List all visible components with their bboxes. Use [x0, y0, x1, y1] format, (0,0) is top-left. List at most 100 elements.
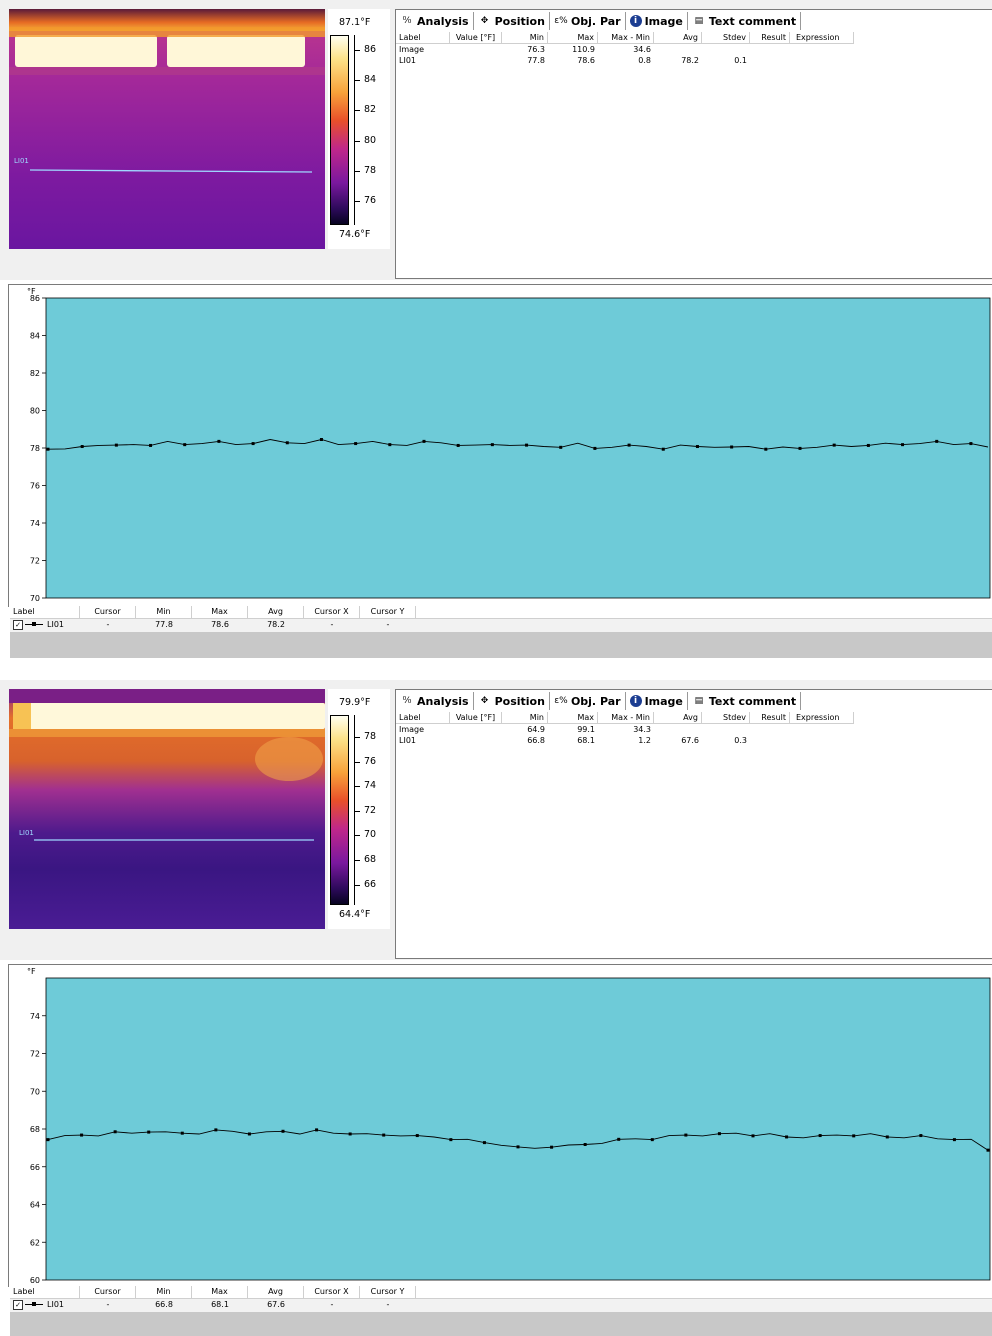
legend-col-avg[interactable]: Avg — [248, 606, 304, 618]
scale-tick-label: 78 — [364, 164, 377, 176]
legend-col-cursor-y[interactable]: Cursor Y — [360, 1286, 416, 1298]
series-point — [354, 442, 358, 446]
line-symbol-icon — [25, 622, 43, 626]
thermal-image[interactable] — [9, 9, 325, 249]
tab-obj-par[interactable]: ε% Obj. Par — [550, 692, 626, 710]
legend-row[interactable]: ✓ LI01 - 77.8 78.6 78.2 - - — [10, 619, 992, 631]
series-point — [919, 1134, 923, 1138]
legend-col-min[interactable]: Min — [136, 606, 192, 618]
scale-max-label: 79.9°F — [339, 697, 371, 708]
y-tick-label: 78 — [30, 444, 40, 453]
col-min[interactable]: Min — [502, 712, 548, 723]
series-point — [818, 1134, 822, 1138]
scale-tick — [355, 860, 360, 861]
tab-position[interactable]: ✥ Position — [474, 12, 550, 30]
tab-analysis[interactable]: ⁰⁄₀ Analysis — [396, 692, 474, 710]
tab-analysis[interactable]: ⁰⁄₀ Analysis — [396, 12, 474, 30]
col-max-min[interactable]: Max - Min — [598, 712, 654, 723]
series-line-LI01 — [47, 439, 989, 450]
col-result[interactable]: Result — [750, 32, 790, 43]
legend-col-min[interactable]: Min — [136, 1286, 192, 1298]
profile-chart[interactable]: °F 74 72 70 68 66 64 62 60 — [8, 964, 992, 1287]
legend-col-max[interactable]: Max — [192, 1286, 248, 1298]
cell-label: Image — [399, 45, 425, 54]
legend-series-name: LI01 — [47, 620, 64, 629]
table-row[interactable]: Image 64.9 99.1 34.3 — [396, 724, 750, 735]
legend-row[interactable]: ✓ LI01 - 66.8 68.1 67.6 - - — [10, 1299, 992, 1311]
table-row[interactable]: Image 76.3 110.9 34.6 — [396, 44, 750, 55]
legend-col-max[interactable]: Max — [192, 606, 248, 618]
cell-max: 78.6 — [577, 56, 595, 65]
object-parameters-icon: ε% — [554, 16, 568, 26]
visibility-checkbox[interactable]: ✓ — [13, 1299, 23, 1310]
legend-min: 77.8 — [155, 620, 173, 629]
profile-chart-svg: °F86 84 82 80 78 76 74 72 70 — [27, 287, 991, 603]
col-value[interactable]: Value [°F] — [450, 32, 502, 43]
tab-image[interactable]: i Image — [626, 692, 688, 710]
col-label[interactable]: Label — [396, 712, 450, 723]
tab-text-comment[interactable]: ▤ Text comment — [688, 12, 802, 30]
cell-min: 77.8 — [527, 56, 545, 65]
series-point — [449, 1138, 453, 1142]
cell-avg: 78.2 — [681, 56, 699, 65]
scale-tick — [355, 761, 360, 763]
tab-text-comment[interactable]: ▤ Text comment — [688, 692, 802, 710]
legend-col-cursor-y[interactable]: Cursor Y — [360, 606, 416, 618]
cell-stdev — [702, 44, 750, 55]
legend-col-label[interactable]: Label — [10, 1286, 80, 1298]
col-max-min[interactable]: Max - Min — [598, 32, 654, 43]
legend-col-cursor[interactable]: Cursor — [80, 606, 136, 618]
y-tick-label: 86 — [30, 294, 40, 303]
col-avg[interactable]: Avg — [654, 712, 702, 723]
col-min[interactable]: Min — [502, 32, 548, 43]
series-point — [285, 441, 289, 445]
series-point — [482, 1141, 486, 1145]
position-icon: ✥ — [480, 696, 489, 706]
color-scale-bar — [330, 715, 349, 905]
visibility-checkbox[interactable]: ✓ — [13, 619, 23, 630]
table-row[interactable]: LI01 77.8 78.6 0.8 78.2 0.1 — [396, 55, 750, 66]
legend-col-cursor[interactable]: Cursor — [80, 1286, 136, 1298]
col-expression[interactable]: Expression — [790, 712, 854, 723]
series-point — [901, 443, 905, 447]
tab-image[interactable]: i Image — [626, 12, 688, 30]
col-value[interactable]: Value [°F] — [450, 712, 502, 723]
text-comment-icon: ▤ — [694, 16, 704, 26]
y-tick-label: 80 — [30, 407, 40, 416]
col-result[interactable]: Result — [750, 712, 790, 723]
legend-col-cursor-x[interactable]: Cursor X — [304, 1286, 360, 1298]
profile-chart[interactable]: °F 86 84 82 80 78 76 74 72 70 — [8, 284, 992, 607]
legend-col-cursor-x[interactable]: Cursor X — [304, 606, 360, 618]
thermal-image[interactable] — [9, 689, 325, 929]
tab-analysis-label: Analysis — [417, 694, 469, 708]
series-point — [798, 446, 802, 450]
col-max[interactable]: Max — [548, 712, 598, 723]
series-point — [550, 1145, 554, 1149]
col-stdev[interactable]: Stdev — [702, 32, 750, 43]
table-row[interactable]: LI01 66.8 68.1 1.2 67.6 0.3 — [396, 735, 750, 746]
top-frame: LI01 87.1°F 86 84 82 80 78 76 74.6°F ⁰⁄₀ Analy… — [0, 0, 992, 280]
scale-tick-label: 84 — [364, 74, 377, 86]
tab-obj-par-label: Obj. Par — [570, 694, 621, 708]
chart-legend-table: Label Cursor Min Max Avg Cursor X Cursor… — [10, 606, 992, 658]
legend-series-name: LI01 — [47, 1300, 64, 1309]
scale-tick — [355, 170, 360, 172]
object-parameters-icon: ε% — [554, 696, 568, 706]
scale-tick — [355, 737, 360, 738]
scale-tick-label: 76 — [364, 755, 377, 767]
col-stdev[interactable]: Stdev — [702, 712, 750, 723]
col-avg[interactable]: Avg — [654, 32, 702, 43]
tab-position[interactable]: ✥ Position — [474, 692, 550, 710]
col-expression[interactable]: Expression — [790, 32, 854, 43]
col-label[interactable]: Label — [396, 32, 450, 43]
series-point — [114, 443, 118, 447]
legend-col-avg[interactable]: Avg — [248, 1286, 304, 1298]
y-tick-label: 72 — [30, 557, 40, 566]
legend-col-label[interactable]: Label — [10, 606, 80, 618]
y-tick-label: 72 — [30, 1050, 40, 1059]
series-point — [80, 1133, 84, 1137]
col-max[interactable]: Max — [548, 32, 598, 43]
cell-max: 99.1 — [577, 725, 595, 734]
tab-obj-par[interactable]: ε% Obj. Par — [550, 12, 626, 30]
cell-value — [450, 55, 502, 66]
